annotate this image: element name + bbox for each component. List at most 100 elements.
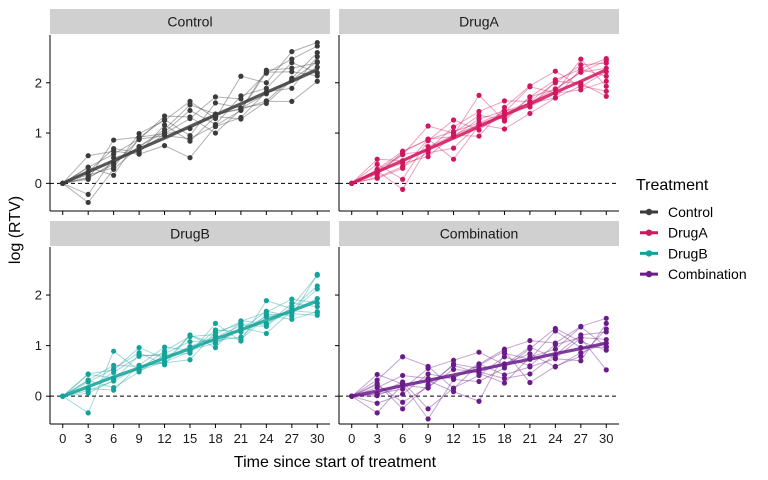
data-point [212,130,219,136]
data-point [450,361,457,367]
data-point [400,386,406,392]
data-point [85,164,91,170]
data-point [425,154,431,160]
data-point [603,93,609,99]
data-point [400,354,406,360]
data-point [238,73,244,79]
legend-label: DrugB [668,245,708,261]
data-point [578,69,584,75]
data-point [578,87,584,93]
data-point [136,130,142,137]
data-point [374,380,380,387]
legend-swatch-point [645,270,653,278]
legend-entry-drugb: DrugB [640,245,708,261]
data-point [425,406,431,412]
data-point [578,358,584,364]
data-point [400,164,406,170]
data-point [136,345,142,351]
x-tick-label: 15 [472,431,486,446]
legend: Treatment Control DrugA DrugB Combination [636,177,747,282]
legend-swatch-point [645,208,653,216]
data-point [603,320,609,326]
data-point [578,56,584,62]
legend-label: DrugA [668,225,708,241]
x-tick-label: 0 [59,431,66,446]
individual-line [62,62,318,204]
data-point [552,342,558,348]
x-tick-label: 30 [599,431,613,446]
data-point [85,153,91,159]
data-point [603,83,609,89]
data-point [263,312,269,318]
data-point [603,367,609,373]
data-point [212,94,219,100]
data-point [400,176,406,182]
data-point [85,390,91,396]
data-point [476,370,482,377]
data-point [238,321,244,327]
data-point [187,98,193,104]
data-point [238,334,244,340]
data-point [578,334,584,341]
data-point [314,50,320,56]
data-point [450,117,457,123]
strip-druga [339,9,619,34]
data-point [552,328,558,334]
mean-trend-line [350,68,608,185]
data-point [85,199,91,206]
data-point [578,324,584,330]
x-tick-label: 6 [110,431,117,446]
legend-entry-druga: DrugA [640,225,708,241]
data-point [603,326,609,332]
data-point [450,385,457,391]
x-tick-label: 18 [208,431,222,446]
legend-title: Treatment [636,177,709,194]
data-point [263,100,269,106]
strip-label: Control [167,14,212,30]
data-point [476,349,482,355]
y-axis-title: log (RTV) [7,196,24,264]
data-point [238,338,244,344]
data-point [476,398,482,404]
data-point [187,107,193,114]
data-point [578,83,584,89]
data-point [212,320,219,326]
data-point [111,362,117,368]
data-point [501,348,508,354]
data-point [289,65,295,71]
data-point [136,134,142,141]
data-point [111,137,117,143]
data-point [289,56,295,62]
x-tick-label: 0 [348,431,355,446]
x-tick-label: 12 [157,431,171,446]
strip-control [50,9,330,34]
strip-label: DrugA [459,14,499,30]
y-tick-label: 2 [35,75,42,90]
data-point [111,165,117,171]
data-point [161,351,168,357]
data-point [212,123,219,130]
data-point [263,67,269,73]
x-tick-label: 18 [497,431,511,446]
data-point [374,156,380,162]
x-tick-label: 9 [135,431,142,446]
data-point [476,116,482,122]
data-point [501,118,508,124]
data-point [111,369,117,376]
data-point [527,371,533,377]
data-point [552,356,558,362]
data-point [374,174,380,180]
data-point [111,377,117,384]
data-point [425,136,431,143]
data-point [501,380,508,386]
data-point [289,48,295,55]
data-point [136,151,142,157]
data-point [238,105,244,111]
data-point [187,333,193,340]
data-point [578,62,584,68]
x-tick-label: 12 [446,431,460,446]
data-point [476,92,482,98]
data-point [400,399,406,405]
data-point [374,393,380,399]
data-point [263,330,269,337]
